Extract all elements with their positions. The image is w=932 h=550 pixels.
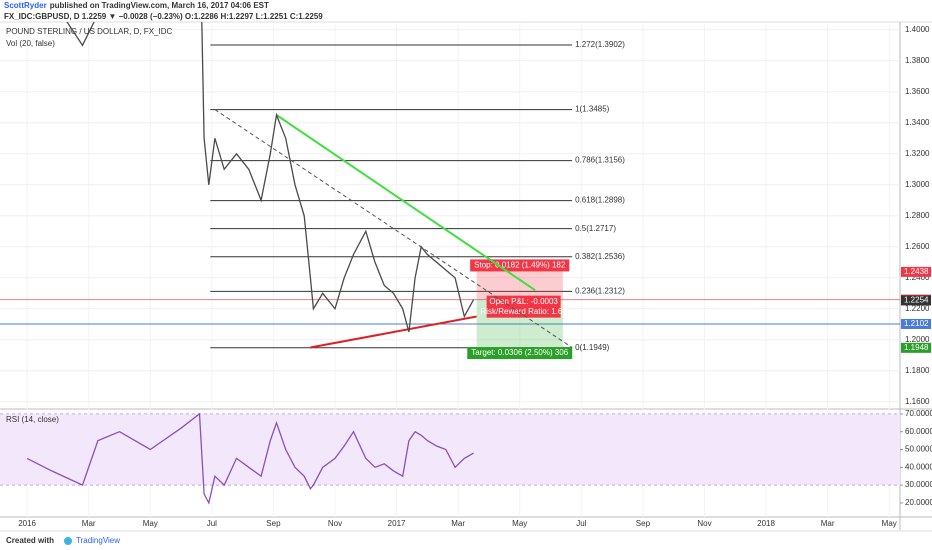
footer-created: Created with (6, 536, 54, 545)
fib-label: 0.236(1.2312) (575, 287, 625, 296)
series-line (66, 22, 475, 333)
x-tick-label: Sep (266, 519, 281, 528)
y-tick-label: 1.1600 (905, 397, 930, 406)
rr-label: Risk/Reward Ratio: 1.68 (481, 307, 568, 316)
price-tag-label: 1.2254 (904, 296, 929, 305)
trendline (214, 109, 573, 348)
y-tick-label: 50.0000 (905, 445, 932, 454)
rsi-title: RSI (14, close) (6, 415, 59, 424)
published: published on TradingView.com, March 16, … (50, 1, 269, 10)
fib-label: 0.618(1.2898) (575, 196, 625, 205)
y-tick-label: 1.2200 (905, 304, 930, 313)
series-line (26, 412, 474, 505)
x-tick-label: Sep (636, 519, 651, 528)
price-tag-label: 1.1948 (904, 343, 929, 352)
legend-sub: Vol (20, false) (6, 39, 55, 48)
x-tick-label: Nov (328, 519, 342, 528)
pnl-label: Open P&L: -0.0003 (489, 297, 558, 306)
price-tag-label: 1.2102 (904, 319, 929, 328)
y-tick-label: 1.2600 (905, 242, 930, 251)
target-label: Target: 0.0306 (2.50%) 306 (471, 348, 569, 357)
y-tick-label: 1.3400 (905, 118, 930, 127)
y-tick-label: 1.2400 (905, 273, 930, 282)
legend-title: POUND STERLING / US DOLLAR, D, FX_IDC (6, 27, 172, 36)
y-tick-label: 1.2800 (905, 211, 930, 220)
x-tick-label: 2018 (757, 519, 775, 528)
trendline (275, 114, 536, 292)
fib-label: 0.382(1.2536) (575, 252, 625, 261)
x-tick-label: Mar (82, 519, 96, 528)
author: ScottRyder (4, 1, 47, 10)
price-tag (901, 266, 931, 277)
fib-label: 0.5(1.2717) (575, 224, 616, 233)
price-tag (901, 295, 931, 306)
fib-label: 1.272(1.3902) (575, 40, 625, 49)
x-tick-label: May (882, 519, 897, 528)
y-tick-label: 1.3200 (905, 149, 930, 158)
x-tick-label: Mar (821, 519, 835, 528)
stop-zone (476, 271, 563, 300)
y-tick-label: 30.0000 (905, 480, 932, 489)
rsi-pane (0, 412, 900, 505)
footer-brand: TradingView (76, 536, 120, 545)
x-tick-label: May (512, 519, 527, 528)
y-tick-label: 70.0000 (905, 409, 932, 418)
y-tick-label: 1.2000 (905, 335, 930, 344)
x-tick-label: Nov (697, 519, 711, 528)
pnl-box (486, 295, 561, 318)
target-label-bg (467, 347, 573, 360)
fib-label: 0.786(1.3156) (575, 156, 625, 165)
x-tick-label: May (143, 519, 158, 528)
y-tick-label: 1.1800 (905, 366, 930, 375)
y-tick-label: 1.3800 (905, 56, 930, 65)
price-pane: 1.272(1.3902) 1(1.3485) 0.786(1.3156) 0.618… (0, 22, 900, 403)
logo (64, 537, 72, 545)
x-tick-label: Jul (207, 519, 217, 528)
x-tick-label: 2016 (18, 519, 36, 528)
stop-label: Stop: 0.0182 (1.49%) 182 (474, 261, 566, 270)
rsi-band (0, 413, 900, 486)
y-tick-label: 40.0000 (905, 462, 932, 471)
x-tick-label: 2017 (388, 519, 406, 528)
y-tick-label: 60.0000 (905, 427, 932, 436)
price-tag-label: 1.2438 (904, 267, 929, 276)
fib-label: 0(1.1949) (575, 343, 610, 352)
y-tick-label: 20.0000 (905, 498, 932, 507)
x-tick-label: Jul (576, 519, 586, 528)
x-tick-label: Mar (451, 519, 465, 528)
y-tick-label: 1.3000 (905, 180, 930, 189)
y-tick-label: 1.3600 (905, 87, 930, 96)
y-tick-label: 1.4000 (905, 25, 930, 34)
quote: FX_IDC:GBPUSD, D 1.2259 ▼ −0.0028 (−0.23… (4, 12, 323, 21)
fib-label: 1(1.3485) (575, 105, 610, 114)
price-tag (901, 342, 931, 353)
trendline (310, 315, 477, 349)
price-tag (901, 318, 931, 329)
